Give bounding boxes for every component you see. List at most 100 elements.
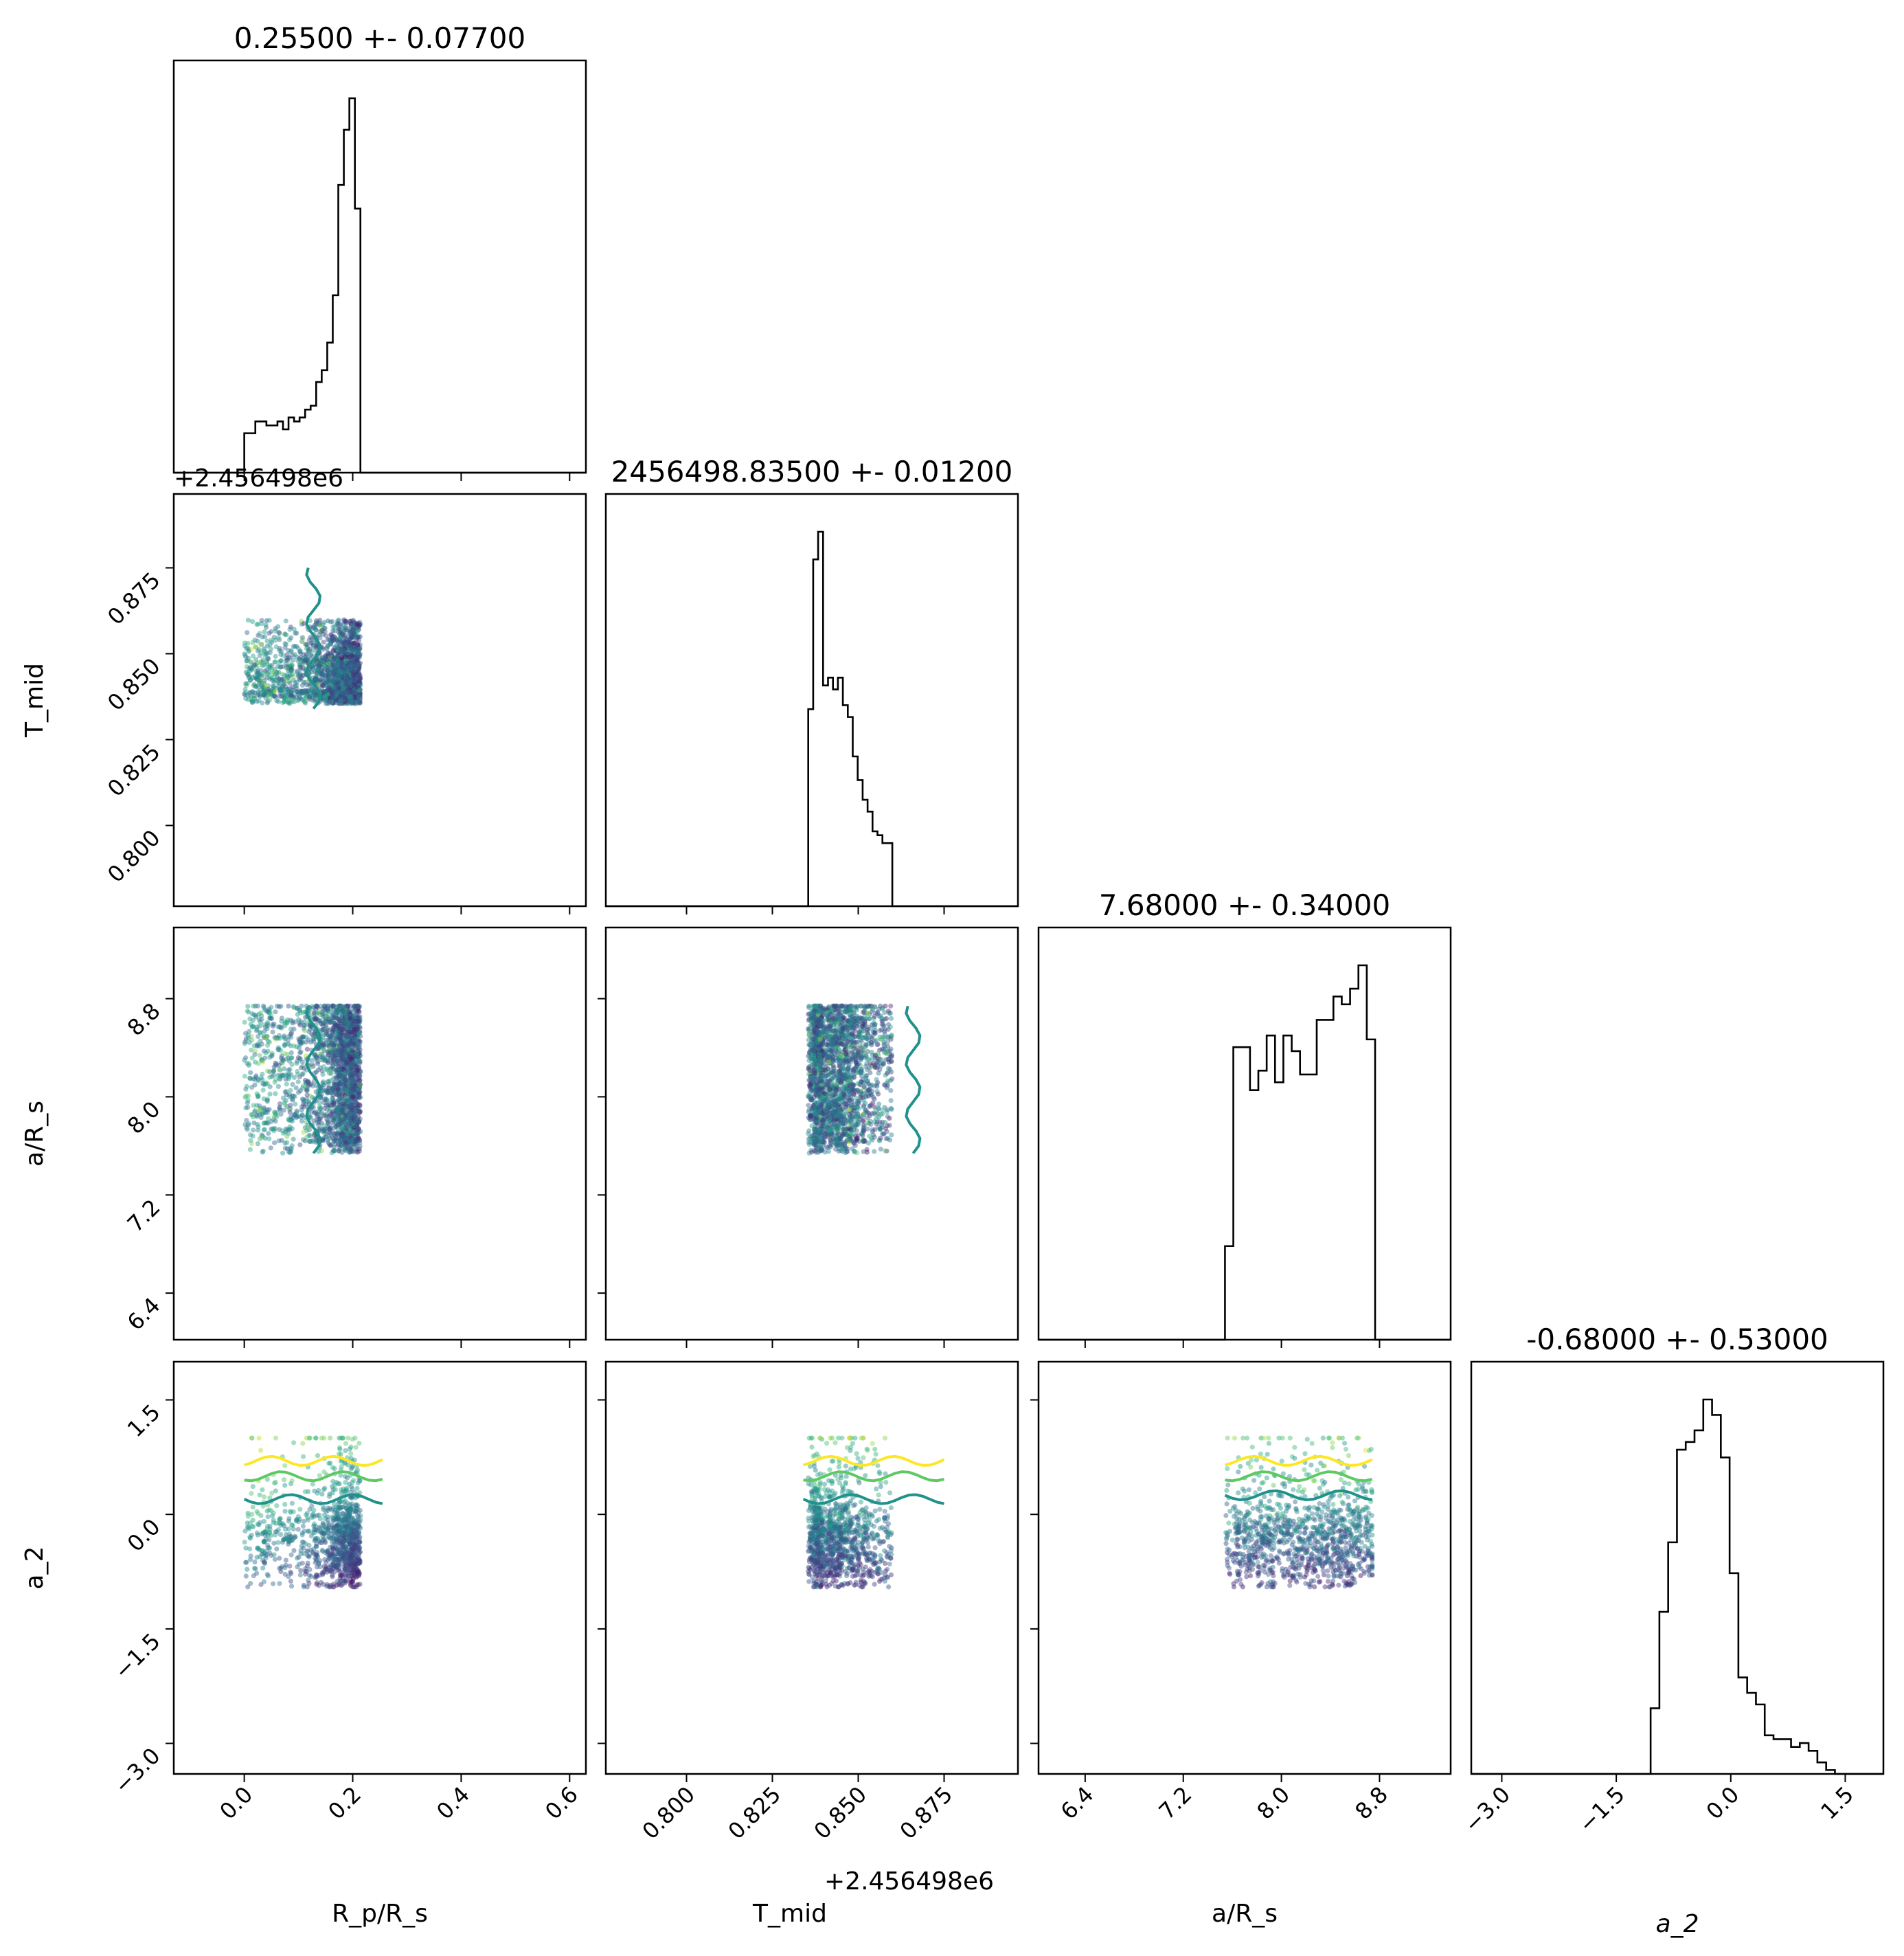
data-point: [343, 1048, 348, 1054]
data-point: [302, 699, 308, 704]
data-point: [260, 1081, 266, 1086]
data-point: [295, 692, 300, 697]
data-point: [335, 666, 341, 671]
data-point: [348, 688, 354, 694]
data-point: [316, 620, 321, 625]
data-point: [286, 664, 291, 670]
data-point: [242, 651, 247, 657]
data-point: [325, 688, 330, 694]
data-point: [320, 697, 326, 702]
data-point: [332, 687, 338, 693]
data-point: [297, 664, 303, 671]
data-point: [323, 681, 328, 686]
data-point: [277, 677, 283, 682]
data-point: [267, 1084, 273, 1090]
data-point: [252, 1052, 258, 1057]
data-point: [245, 681, 250, 686]
data-point: [267, 618, 272, 623]
data-point: [351, 673, 356, 679]
data-point: [304, 653, 309, 659]
data-point: [350, 657, 355, 663]
data-point: [333, 654, 339, 660]
data-point: [255, 1141, 261, 1147]
data-point: [286, 1003, 291, 1009]
data-point: [314, 1011, 319, 1016]
data-point: [260, 693, 266, 698]
data-point: [351, 681, 357, 686]
data-point: [356, 1004, 363, 1009]
data-point: [249, 619, 256, 625]
data-point: [261, 684, 267, 690]
data-point: [296, 676, 302, 682]
data-point: [350, 1085, 356, 1090]
data-point: [347, 681, 352, 686]
data-point: [352, 672, 358, 677]
data-point: [344, 651, 350, 657]
data-point: [334, 666, 339, 671]
data-point: [340, 679, 345, 684]
data-point: [354, 675, 359, 681]
data-point: [267, 650, 273, 655]
data-point: [348, 655, 354, 661]
data-point: [299, 689, 304, 695]
data-point: [265, 693, 271, 699]
data-point: [288, 1088, 293, 1093]
data-point: [264, 1120, 270, 1125]
data-point: [331, 693, 337, 698]
data-point: [353, 688, 359, 693]
data-point: [345, 664, 352, 669]
data-point: [315, 660, 321, 665]
data-point: [339, 662, 344, 668]
data-point: [343, 686, 350, 692]
data-point: [304, 1039, 309, 1045]
data-point: [350, 691, 355, 697]
data-point: [347, 690, 352, 695]
data-point: [328, 667, 333, 673]
data-point: [330, 1129, 335, 1134]
data-point: [296, 672, 302, 678]
data-point: [321, 695, 327, 701]
data-point: [297, 690, 302, 696]
data-point: [340, 672, 345, 677]
data-point: [338, 695, 343, 701]
data-point: [279, 1138, 284, 1143]
data-point: [245, 672, 250, 677]
data-point: [256, 1127, 261, 1133]
data-point: [258, 668, 264, 673]
data-point: [326, 684, 332, 690]
data-point: [349, 687, 354, 693]
data-point: [337, 688, 342, 694]
data-point: [256, 1033, 261, 1039]
data-point: [343, 673, 349, 679]
data-point: [343, 688, 349, 694]
data-point: [326, 695, 332, 700]
data-point: [354, 682, 360, 687]
data-point: [293, 630, 298, 636]
data-point: [275, 680, 281, 686]
data-point: [345, 690, 351, 696]
data-point: [251, 1120, 257, 1126]
data-point: [271, 1140, 277, 1145]
data-point: [343, 701, 348, 706]
data-point: [299, 621, 304, 627]
data-point: [259, 618, 264, 623]
data-point: [344, 1059, 350, 1065]
data-point: [337, 1146, 343, 1151]
data-point: [303, 655, 308, 660]
data-point: [339, 661, 345, 667]
data-point: [325, 618, 331, 624]
data-point: [342, 643, 348, 649]
data-point: [287, 701, 293, 706]
data-point: [271, 634, 277, 640]
data-point: [267, 1069, 273, 1075]
data-point: [323, 673, 328, 678]
x-tick-label: 1.5: [1815, 1781, 1859, 1825]
data-point: [349, 1057, 354, 1062]
data-point: [350, 688, 355, 693]
data-point: [328, 1068, 334, 1074]
data-point: [343, 639, 348, 644]
data-point: [273, 626, 278, 631]
data-point: [356, 673, 362, 679]
data-point: [352, 666, 358, 672]
data-point: [341, 653, 347, 658]
